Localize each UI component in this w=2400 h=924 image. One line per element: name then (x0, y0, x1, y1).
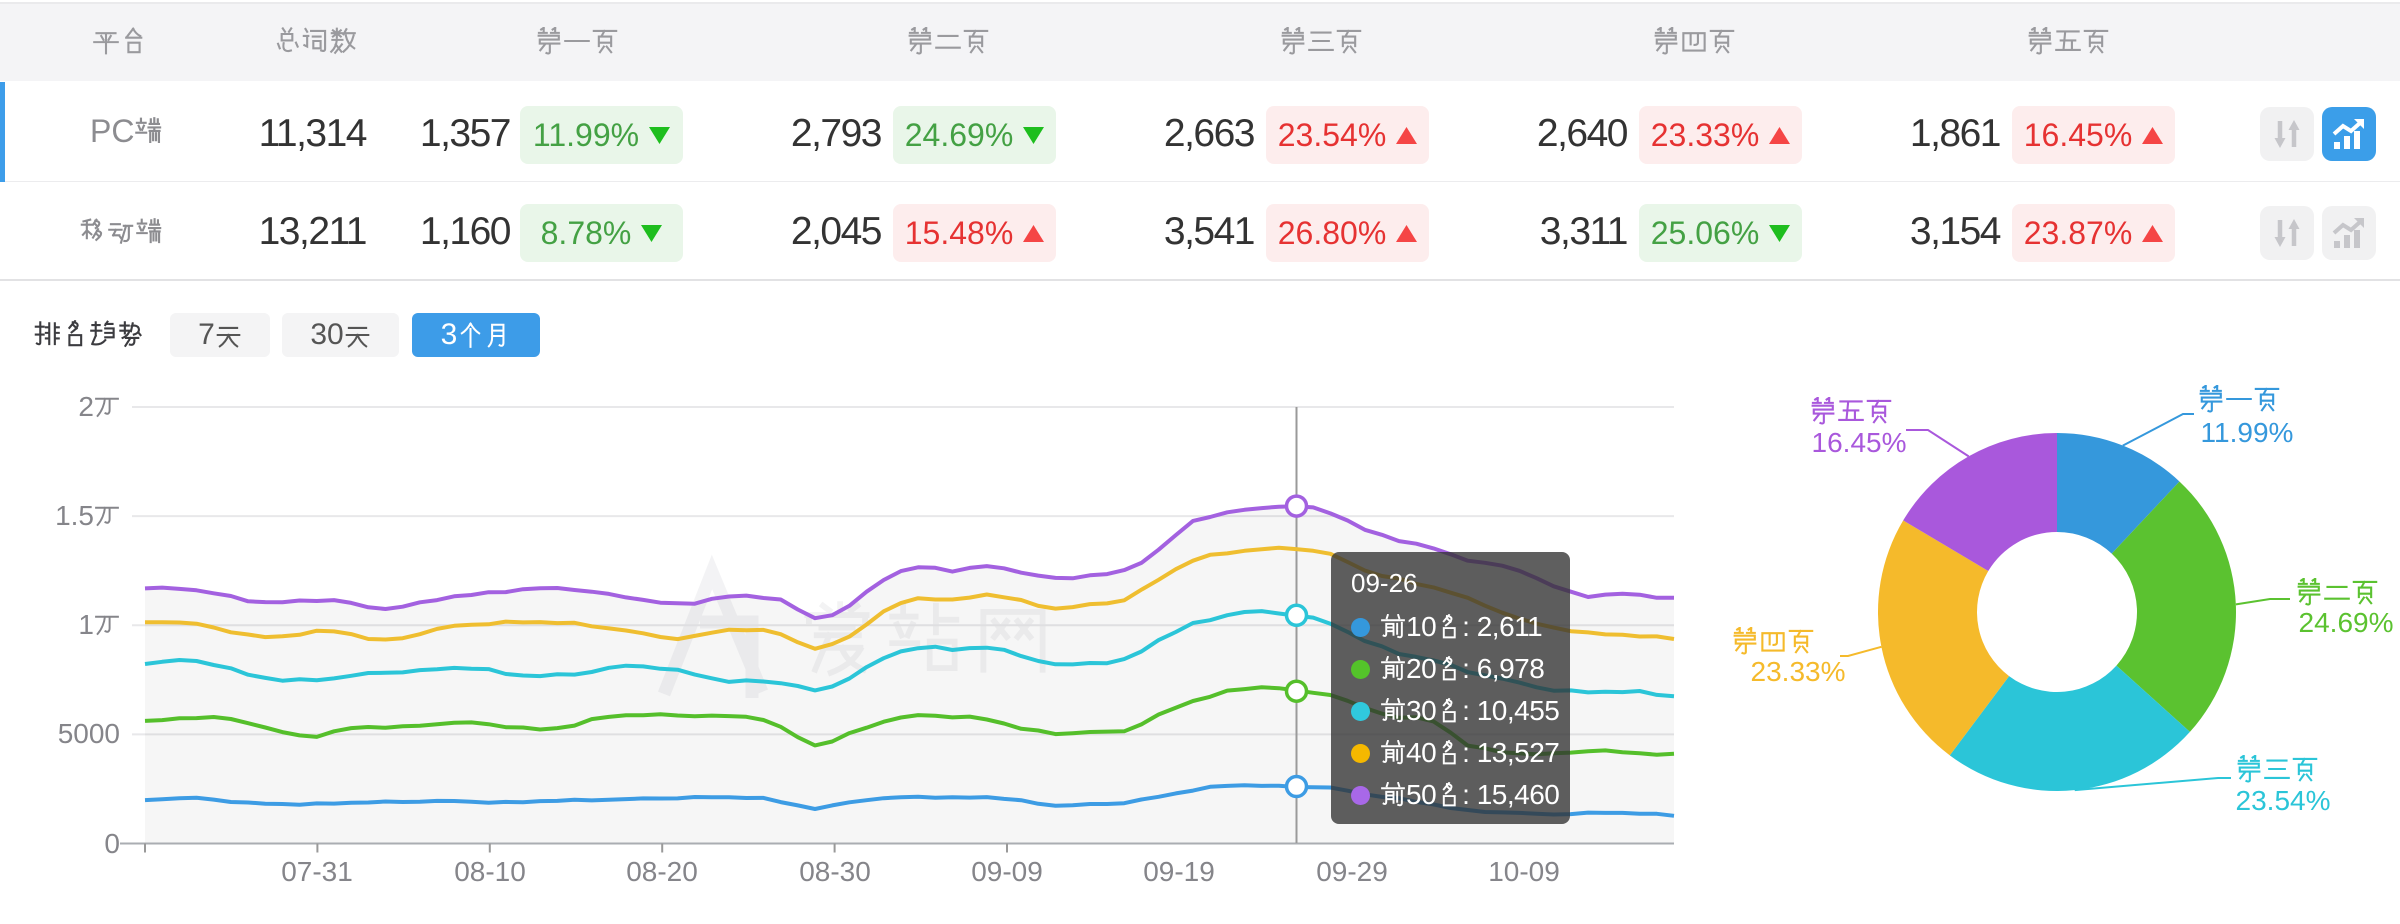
svg-text:11.99%: 11.99% (2201, 417, 2294, 448)
svg-text:24.69%: 24.69% (2299, 607, 2394, 638)
svg-text:23.54%: 23.54% (2236, 785, 2331, 816)
svg-text:23.33%: 23.33% (1751, 656, 1846, 687)
svg-text:16.45%: 16.45% (1812, 427, 1907, 458)
